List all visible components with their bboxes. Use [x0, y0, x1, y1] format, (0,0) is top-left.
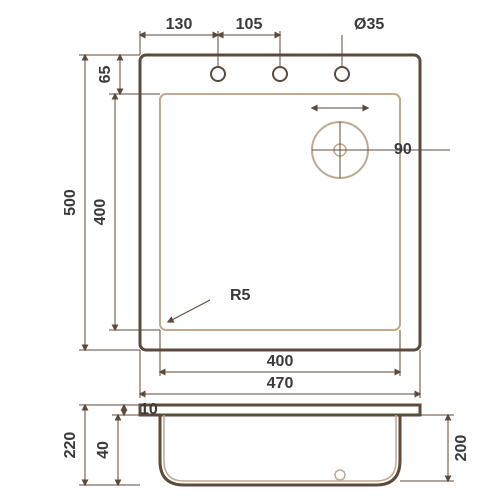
dia-label: Ø35	[354, 16, 384, 33]
tap-hole	[211, 67, 225, 81]
dim-value: 400	[267, 353, 294, 370]
dim-value: 500	[62, 189, 79, 216]
drain-dia: 90	[394, 141, 412, 158]
dim-value: 65	[97, 66, 114, 84]
tap-hole	[335, 67, 349, 81]
dim-value: 200	[453, 435, 470, 462]
radius-leader	[168, 300, 210, 322]
side-drain	[335, 470, 345, 480]
dim-value: 10	[140, 401, 158, 418]
tap-hole	[273, 67, 287, 81]
radius-label: R5	[230, 287, 251, 304]
dim-value: 105	[236, 16, 263, 33]
side-flange	[140, 405, 420, 415]
dim-value: 130	[166, 16, 193, 33]
side-bowl-inner	[164, 415, 396, 481]
sink-bowl	[160, 94, 400, 330]
sink-outer	[140, 55, 420, 350]
side-bowl	[160, 415, 400, 485]
dim-value: 400	[92, 199, 109, 226]
dim-value: 220	[62, 432, 79, 459]
dim-value: 40	[95, 441, 112, 459]
dim-value: 470	[267, 375, 294, 392]
